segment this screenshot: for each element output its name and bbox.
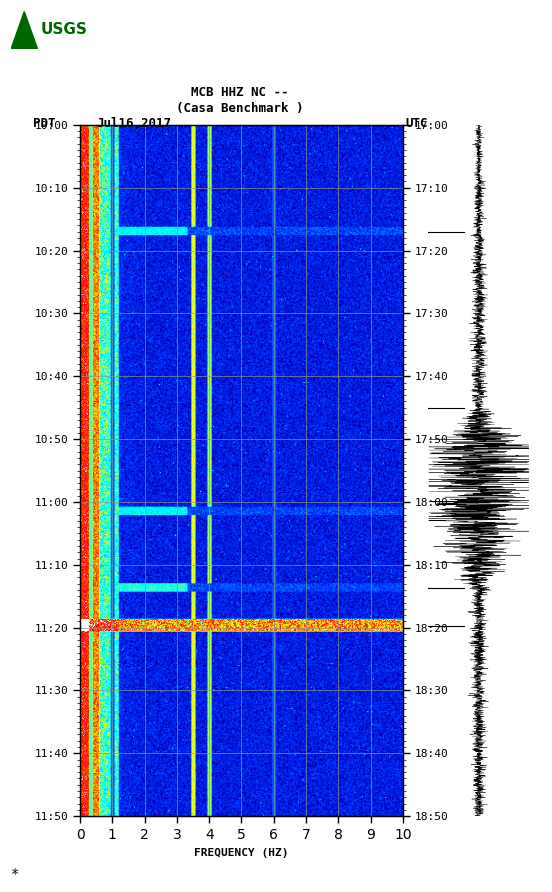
Text: MCB HHZ NC --: MCB HHZ NC -- bbox=[192, 87, 289, 99]
Text: (Casa Benchmark ): (Casa Benchmark ) bbox=[177, 103, 304, 115]
Text: USGS: USGS bbox=[41, 22, 88, 37]
Text: PDT: PDT bbox=[33, 117, 56, 129]
Text: UTC: UTC bbox=[406, 117, 428, 129]
Text: *: * bbox=[11, 867, 19, 881]
X-axis label: FREQUENCY (HZ): FREQUENCY (HZ) bbox=[194, 847, 289, 857]
Polygon shape bbox=[11, 12, 38, 49]
Text: Jul16,2017: Jul16,2017 bbox=[97, 117, 172, 129]
